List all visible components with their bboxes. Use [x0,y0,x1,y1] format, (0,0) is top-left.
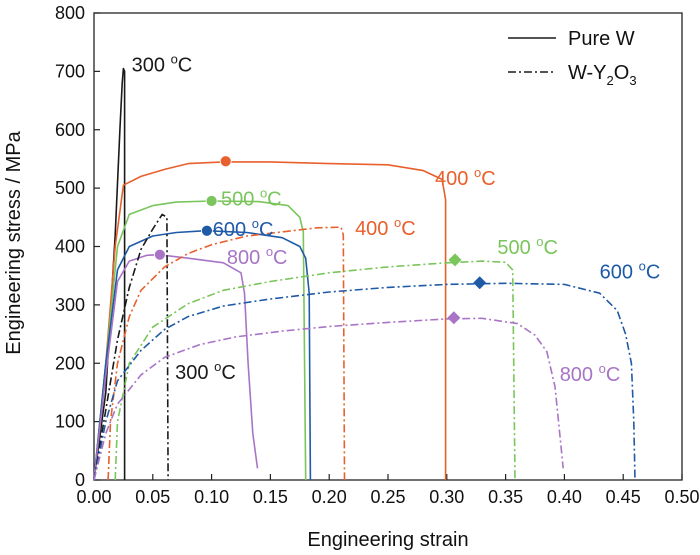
temperature-label: 800 oC [560,361,621,386]
x-tick-label: 0.00 [76,487,111,507]
x-tick-label: 0.50 [664,487,699,507]
x-tick-label: 0.40 [547,487,582,507]
annotation-layer: 300 oC 400 oC 500 oC 600 oC 800 oC 400 oC 500 … [132,51,661,385]
temperature-label: 500 oC [221,186,282,211]
series-line [93,200,307,481]
temperature-label: 600 oC [213,216,274,241]
legend: Pure W W-Y2O3 [508,28,637,88]
series-line [93,253,259,481]
y-tick-label: 700 [55,61,85,81]
y-tick-label: 100 [55,412,85,432]
temperature-label: 400 oC [435,165,496,190]
series-line [93,317,564,481]
series-line [107,226,346,481]
x-tick-label: 0.10 [194,487,229,507]
temperature-label: 600 oC [600,259,661,284]
uts-circle-marker [219,155,232,168]
x-tick-label: 0.20 [312,487,347,507]
y-tick-label: 500 [55,178,85,198]
uts-circle-marker [205,195,218,207]
uts-diamond-marker [447,311,461,325]
x-tick-label: 0.25 [370,487,405,507]
uts-diamond-marker [448,253,462,267]
legend-label: Pure W [568,28,635,50]
y-tick-label: 400 [55,237,85,257]
uts-circle-marker [200,224,213,237]
x-tick-label: 0.30 [429,487,464,507]
x-tick-label: 0.15 [253,487,288,507]
temperature-label: 300 oC [175,359,236,384]
series-line [93,213,169,481]
temperature-label: 300 oC [132,51,193,76]
y-tick-label: 600 [55,120,85,140]
legend-label: W-Y2O3 [568,62,637,88]
marker-layer [153,155,487,325]
y-tick-label: 0 [75,470,85,490]
series-line [93,282,636,481]
x-axis-label: Engineering strain [307,529,468,551]
y-tick-label: 800 [55,3,85,23]
temperature-label: 400 oC [355,215,416,240]
axes-layer: 0.00 0.05 0.10 0.15 0.20 0.25 0.30 0.35 0.40 0.45… [55,3,700,507]
temperature-label: 500 oC [497,234,558,259]
y-tick-label: 200 [55,353,85,373]
temperature-label: 800 oC [227,244,288,269]
uts-circle-marker [153,248,166,261]
y-axis-label: Engineering stress / MPa [3,130,25,354]
x-tick-label: 0.35 [488,487,523,507]
x-tick-label: 0.05 [135,487,170,507]
series-layer [93,67,636,481]
x-tick-label: 0.45 [606,487,641,507]
y-tick-label: 300 [55,295,85,315]
uts-diamond-marker [473,276,487,290]
